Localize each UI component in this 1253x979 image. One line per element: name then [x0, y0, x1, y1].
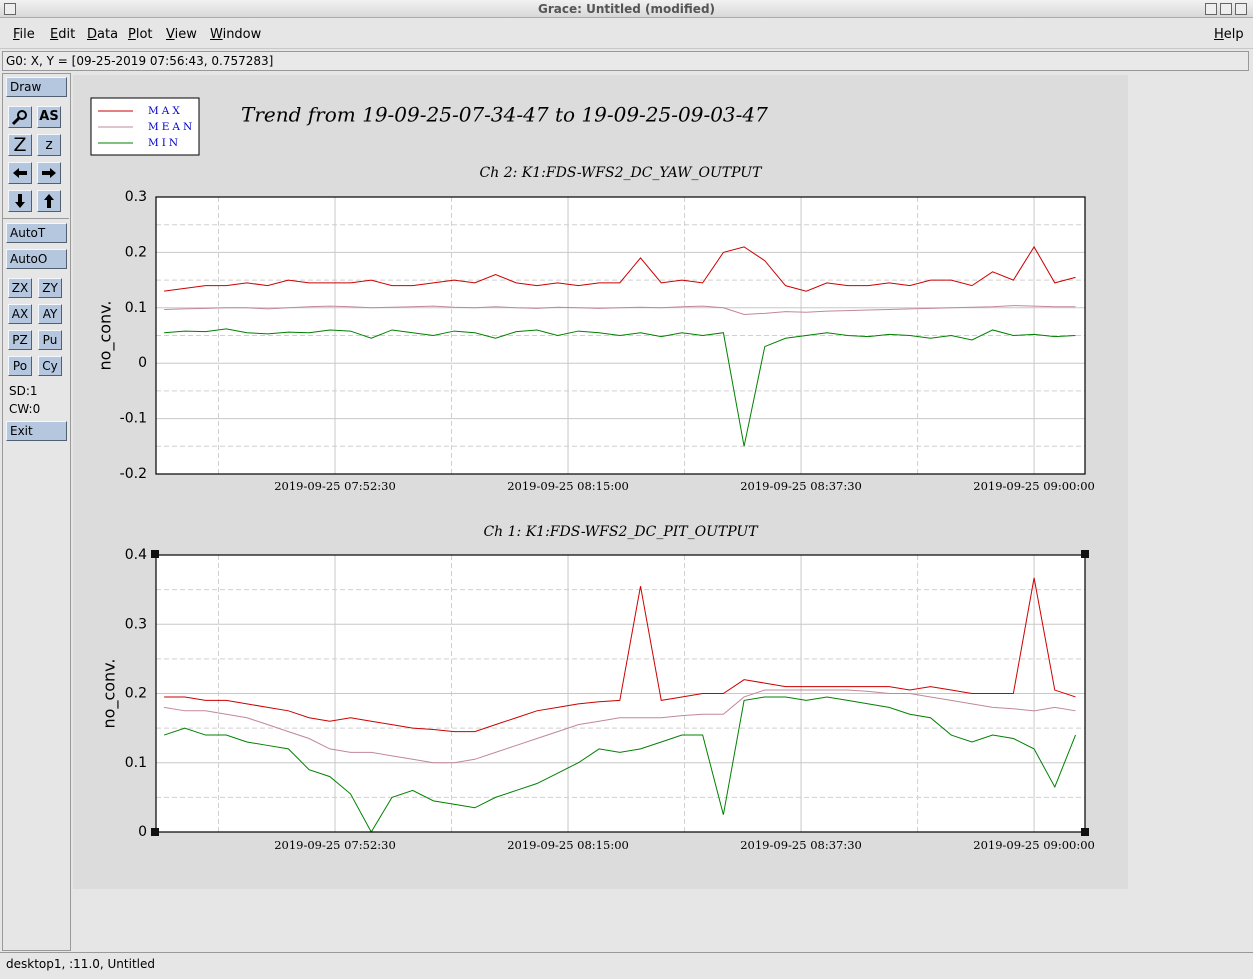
scroll-right-button[interactable] [37, 162, 61, 184]
status-text: desktop1, :11.0, Untitled [6, 957, 155, 971]
chart-title: Ch 2: K1:FDS-WFS2_DC_YAW_OUTPUT [480, 165, 764, 181]
tool-button[interactable]: Cy [38, 356, 62, 376]
y-tick-label: 0 [138, 824, 147, 840]
series-line [164, 328, 1076, 447]
menu-item[interactable]: View [166, 27, 197, 42]
tool-button[interactable]: Po [8, 356, 32, 376]
x-tick-label: 2019-09-25 08:37:30 [740, 479, 862, 493]
handle [1081, 550, 1089, 558]
tool-button[interactable]: AX [8, 304, 32, 324]
close-button[interactable] [1235, 3, 1247, 15]
menu-item[interactable]: Window [210, 27, 262, 42]
icon [44, 194, 54, 208]
minimize-button[interactable] [1205, 3, 1217, 15]
handle [151, 550, 159, 558]
locator-bar: G0: X, Y = [09-25-2019 07:56:43, 0.75728… [2, 51, 1249, 71]
zoom-in-button[interactable]: Z [8, 134, 32, 156]
x-tick-label: 2019-09-25 08:15:00 [507, 479, 629, 493]
maximize-button[interactable] [1220, 3, 1232, 15]
series-line [164, 577, 1076, 733]
zoom-button[interactable] [8, 106, 32, 128]
status-label: CW:0 [9, 402, 41, 416]
icon [11, 110, 27, 126]
title-bar: Grace: Untitled (modified) [0, 0, 1253, 18]
status-bar: desktop1, :11.0, Untitled [0, 952, 1253, 977]
handle [151, 828, 159, 836]
icon [13, 168, 27, 178]
autotick-button[interactable]: AutoT [6, 223, 67, 243]
zoom-out-button[interactable]: z [37, 134, 61, 156]
series-line [164, 689, 1076, 764]
y-tick-label: 0.3 [125, 189, 147, 205]
legend-label: MEAN [148, 121, 195, 133]
x-tick-label: 2019-09-25 07:52:30 [274, 838, 396, 852]
window-title: Grace: Untitled (modified) [537, 2, 716, 16]
plot-frame [155, 196, 1086, 475]
x-tick-label: 2019-09-25 08:37:30 [740, 838, 862, 852]
separator [3, 218, 69, 219]
help-menu[interactable]: Help [1214, 27, 1244, 42]
tool-panel [2, 73, 71, 951]
series-line [164, 305, 1076, 315]
plot-title: Trend from 19-09-25-07-34-47 to 19-09-25… [241, 103, 768, 127]
x-tick-label: 2019-09-25 09:00:00 [973, 479, 1095, 493]
y-tick-label: 0.4 [125, 547, 147, 563]
tool-button[interactable]: AY [38, 304, 62, 324]
menu-item[interactable]: Edit [50, 27, 76, 42]
selection-handles [151, 550, 1089, 836]
plot-frame [155, 554, 1086, 833]
menu-item[interactable]: Data [87, 27, 119, 42]
icon [15, 194, 25, 208]
x-tick-label: 2019-09-25 07:52:30 [274, 479, 396, 493]
x-tick-label: 2019-09-25 09:00:00 [973, 838, 1095, 852]
y-tick-label: 0.3 [125, 616, 147, 632]
scroll-up-button[interactable] [37, 190, 61, 212]
handle [1081, 828, 1089, 836]
chart-title: Ch 1: K1:FDS-WFS2_DC_PIT_OUTPUT [483, 524, 759, 540]
draw-button[interactable]: Draw [6, 77, 67, 97]
window-menu-button[interactable] [4, 3, 16, 15]
status-label: SD:1 [9, 384, 38, 398]
tool-button[interactable]: Pu [38, 330, 62, 350]
y-tick-label: 0.2 [125, 244, 147, 260]
autoscale-on-button[interactable]: AutoO [6, 249, 67, 269]
y-tick-label: 0.2 [125, 686, 147, 702]
series-line [163, 696, 1076, 834]
y-axis-label: no_conv. [100, 659, 120, 729]
menu-bar: File Edit Data Plot View Window Help [0, 18, 1253, 49]
menu-item[interactable]: File [13, 27, 35, 42]
legend-label: MIN [148, 137, 181, 149]
icon [42, 168, 56, 178]
legend-label: MAX [148, 105, 183, 117]
series-line [164, 245, 1076, 292]
x-tick-label: 2019-09-25 08:15:00 [507, 838, 629, 852]
y-axis-label: no_conv. [96, 301, 116, 371]
y-tick-label: 0.1 [125, 755, 147, 771]
y-tick-label: 0.1 [125, 300, 147, 316]
tool-button[interactable]: ZY [38, 278, 62, 298]
menu-item[interactable]: Plot [128, 27, 153, 42]
scroll-down-button[interactable] [8, 190, 32, 212]
scroll-left-button[interactable] [8, 162, 32, 184]
y-tick-label: -0.2 [120, 466, 147, 482]
autoscale-button[interactable]: AS [37, 106, 61, 128]
exit-button[interactable]: Exit [6, 421, 67, 441]
y-tick-label: 0 [138, 355, 147, 371]
tool-button[interactable]: ZX [8, 278, 32, 298]
y-tick-label: -0.1 [120, 411, 147, 427]
locator-text: G0: X, Y = [09-25-2019 07:56:43, 0.75728… [6, 54, 274, 68]
tool-button[interactable]: PZ [8, 330, 32, 350]
